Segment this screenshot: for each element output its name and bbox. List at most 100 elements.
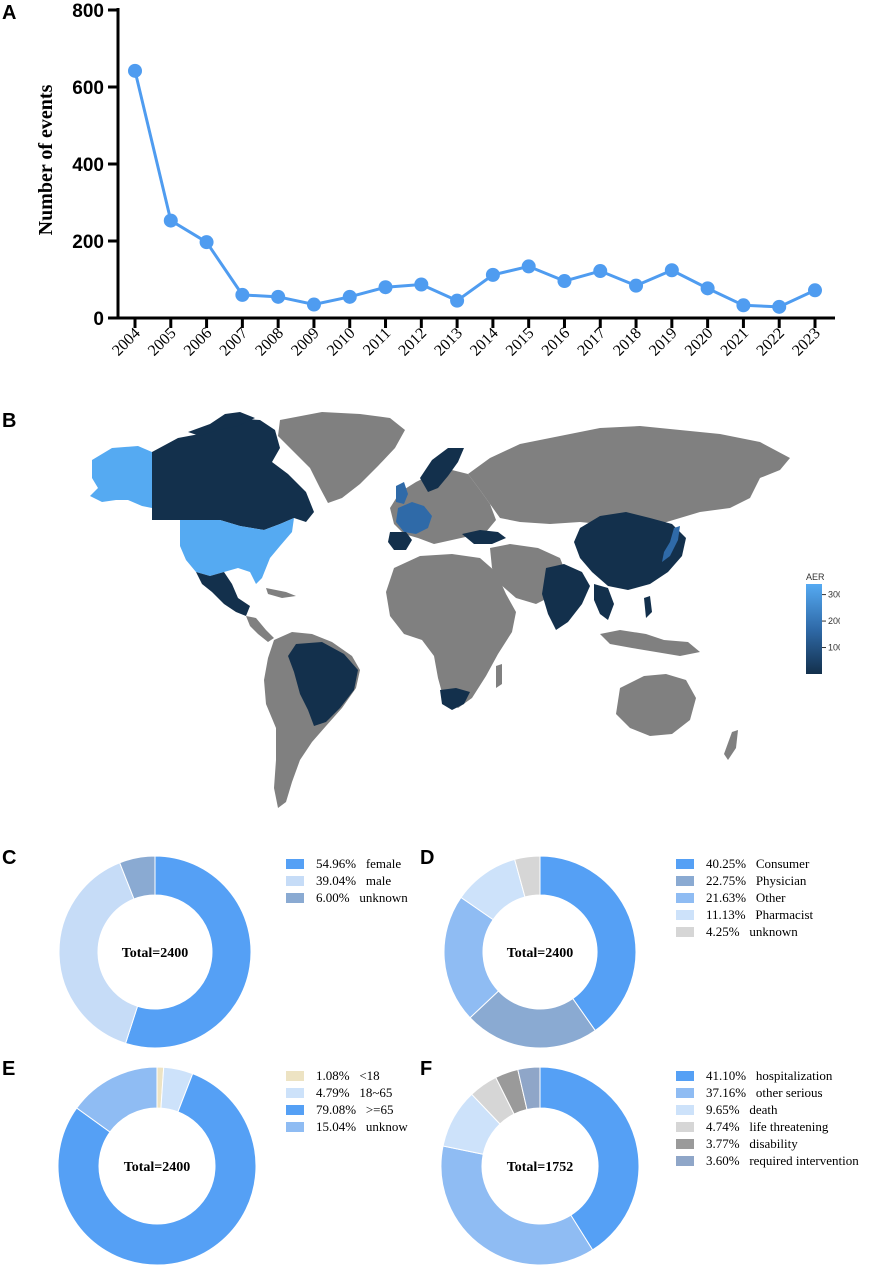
panel-label-b: B: [2, 410, 17, 432]
legend-swatch: [676, 1156, 694, 1166]
y-tick-label: 400: [72, 155, 104, 176]
legend-swatch: [286, 1105, 304, 1115]
data-point: [664, 263, 679, 278]
x-tick-label: 2017: [574, 325, 609, 360]
legend-label: 6.00% unknown: [316, 890, 408, 905]
legend-swatch: [676, 1088, 694, 1098]
legend-swatch: [676, 1071, 694, 1081]
y-tick-label: 0: [93, 309, 104, 330]
legend-swatch: [286, 876, 304, 886]
world-map: AER 300 200 100: [90, 412, 840, 808]
data-point: [378, 280, 393, 295]
legend-swatch: [676, 893, 694, 903]
map-region-new-zealand: [724, 730, 738, 760]
map-legend-title: AER: [806, 572, 825, 582]
panel-label-e: E: [2, 1058, 16, 1080]
legend-swatch: [676, 1139, 694, 1149]
donut-slice: [517, 1066, 541, 1111]
donut-slice: [124, 855, 252, 1049]
map-region-alaska: [90, 446, 152, 508]
x-tick-label: 2009: [288, 325, 323, 360]
y-tick-label: 600: [72, 78, 104, 99]
x-tick-label: 2022: [753, 325, 788, 360]
x-tick-label: 2004: [109, 325, 144, 360]
donut-slice: [57, 1073, 257, 1266]
legend-swatch: [286, 1088, 304, 1098]
donut-total-label: Total=2400: [124, 1160, 191, 1175]
x-tick-label: 2013: [431, 325, 466, 360]
x-tick-label: 2021: [718, 325, 753, 360]
donut-slice: [539, 855, 637, 1032]
data-point: [199, 235, 214, 250]
panel-label-d: D: [420, 847, 435, 869]
y-tick-label: 800: [72, 1, 104, 22]
donut-chart-age: Total=2400 1.08% <18 4.79% 18~65 79.08% >=6…: [57, 1066, 408, 1266]
x-tick-label: 2006: [181, 325, 216, 360]
legend-swatch: [676, 1122, 694, 1132]
legend-label: 40.25% Consumer: [706, 856, 810, 871]
panel-label-c: C: [2, 847, 17, 869]
map-region-greenland: [278, 412, 405, 503]
legend-label: 3.77% disability: [706, 1136, 798, 1151]
map-region-japan: [662, 526, 680, 562]
map-region-india: [542, 564, 590, 630]
map-region-africa: [386, 554, 516, 708]
map-legend-colorbar: [806, 584, 822, 674]
map-region-south-africa: [440, 688, 470, 710]
legend-swatch: [676, 927, 694, 937]
x-tick-label: 2018: [610, 325, 645, 360]
map-region-russia-asia: [468, 426, 790, 526]
legend-swatch: [286, 893, 304, 903]
legend-label: 37.16% other serious: [706, 1085, 823, 1100]
map-region-central-america: [246, 616, 274, 642]
donut-slice: [539, 1066, 640, 1251]
legend-label: 41.10% hospitalization: [706, 1068, 833, 1083]
y-ticks: 0 200 400 600 800: [72, 1, 118, 330]
x-tick-label: 2010: [324, 325, 359, 360]
x-tick-label: 2007: [217, 325, 252, 360]
data-point: [736, 298, 751, 313]
legend-label: 54.96% female: [316, 856, 401, 871]
map-legend-tick-label: 300: [828, 590, 840, 600]
legend-label: 4.79% 18~65: [316, 1085, 392, 1100]
donut-chart-outcome: Total=1752 41.10% hospitalization 37.16% o…: [440, 1066, 859, 1266]
donut-slice: [58, 862, 139, 1045]
map-region-australia: [616, 674, 696, 736]
series-points: [128, 63, 822, 314]
map-region-brazil: [288, 642, 358, 726]
x-tick-label: 2015: [503, 325, 538, 360]
data-point: [128, 63, 142, 78]
map-region-canada-islands: [188, 412, 255, 436]
data-point: [342, 289, 357, 304]
panel-label-f: F: [420, 1058, 433, 1080]
legend-label: 4.25% unknown: [706, 924, 798, 939]
data-point: [235, 287, 250, 302]
map-legend-tick-label: 200: [828, 616, 840, 626]
data-point: [414, 277, 429, 292]
x-tick-label: 2019: [646, 325, 681, 360]
x-tick-label: 2014: [467, 325, 502, 360]
series-line: [133, 70, 816, 309]
donut-slice: [440, 1145, 594, 1266]
map-region-uk: [396, 482, 408, 504]
y-tick-label: 200: [72, 232, 104, 253]
map-legend-tick-label: 100: [828, 643, 840, 653]
legend-swatch: [676, 859, 694, 869]
map-region-scandinavia: [420, 448, 464, 492]
map-region-canada: [152, 418, 314, 530]
map-region-caribbean: [266, 588, 296, 598]
donut-total-label: Total=2400: [122, 946, 189, 961]
x-tick-label: 2016: [539, 325, 574, 360]
legend-label: 79.08% >=65: [316, 1102, 394, 1117]
data-point: [521, 259, 536, 274]
x-tick-label: 2020: [682, 325, 717, 360]
map-legend: AER 300 200 100: [806, 572, 840, 674]
x-tick-label: 2008: [252, 325, 287, 360]
map-region-western-europe: [396, 502, 432, 534]
data-point: [629, 278, 644, 293]
map-region-philippines: [644, 596, 652, 618]
map-region-china: [574, 512, 686, 590]
data-point: [306, 297, 321, 312]
data-point: [271, 289, 286, 304]
data-point: [593, 264, 608, 279]
